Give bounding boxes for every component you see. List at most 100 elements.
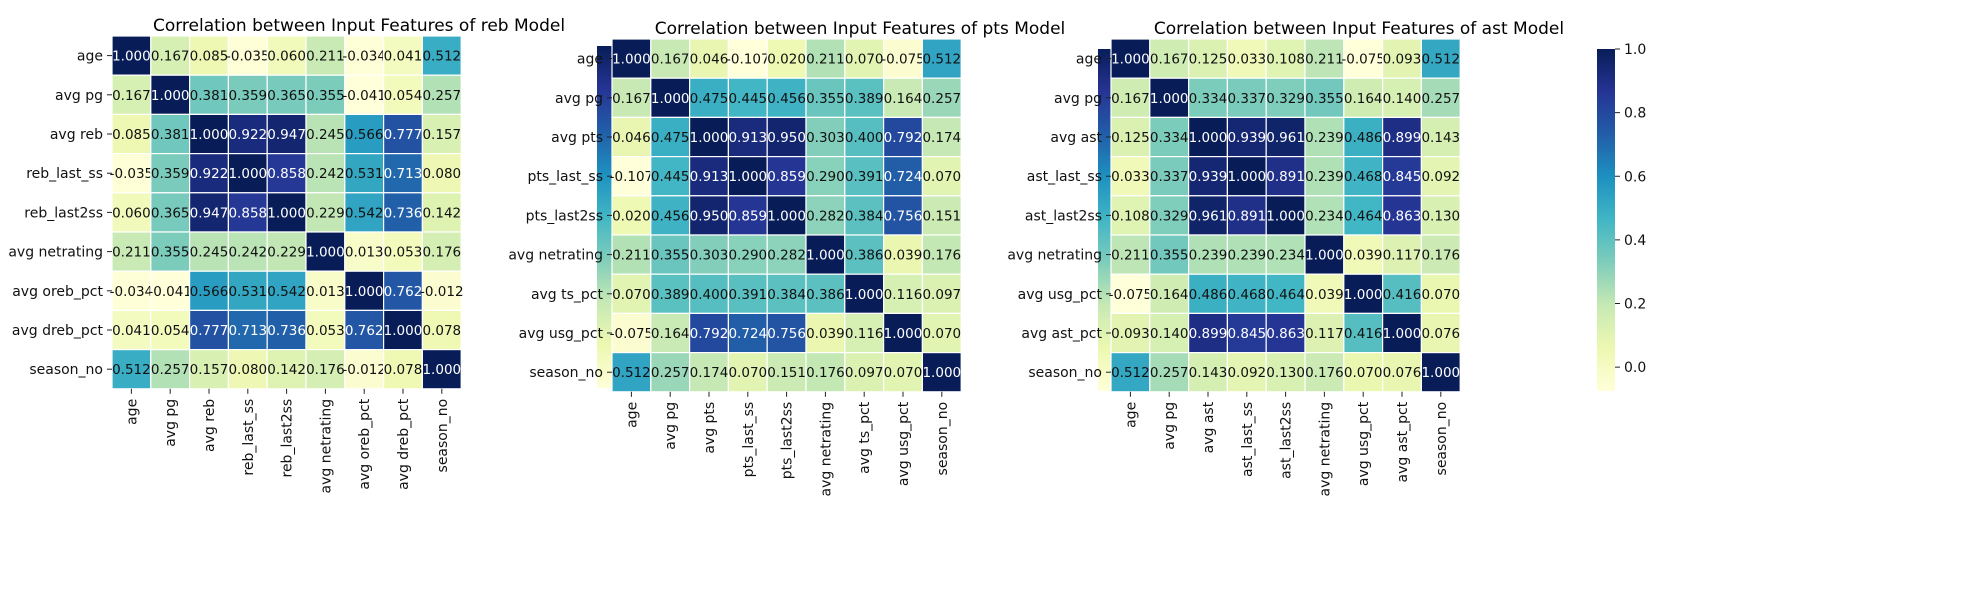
cell-value-label: 0.863: [1266, 326, 1305, 342]
heatmap-cell: [844, 38, 885, 79]
heatmap-cell: [111, 231, 152, 272]
heatmap-cell: [650, 77, 691, 118]
y-tick-label: avg ast: [1050, 130, 1102, 146]
heatmap-cell: [1420, 77, 1461, 118]
heatmap-cell: [266, 153, 307, 194]
cell-value-label: 0.947: [267, 127, 306, 143]
cell-value-label: 0.303: [690, 248, 729, 264]
cell-value-label: 0.108: [1266, 52, 1305, 68]
y-tick-label: season_no: [529, 365, 603, 381]
heatmap-cell: [1420, 234, 1461, 275]
cell-value-label: 1.000: [845, 287, 884, 303]
cell-value-label: 0.116: [845, 326, 884, 342]
cell-value-label: 0.863: [1383, 208, 1422, 224]
heatmap-cell: [727, 38, 768, 79]
cell-value-label: 0.151: [767, 365, 806, 381]
heatmap-cell: [882, 273, 923, 315]
cell-value-label: 1.000: [651, 91, 690, 107]
heatmap-cell: [688, 156, 729, 197]
cell-value-label: 0.239: [1189, 248, 1228, 264]
cell-value-label: 0.891: [1227, 208, 1266, 224]
y-tick-label: reb_last_ss: [26, 166, 103, 182]
cell-value-label: 1.000: [1344, 287, 1383, 303]
cell-value-label: 0.512: [112, 362, 151, 378]
y-tick-label: ast_last_ss: [1027, 169, 1102, 185]
heatmap-cell: [189, 231, 230, 272]
cell-value-label: 0.381: [151, 127, 190, 143]
cell-value-label: 1.000: [267, 205, 306, 221]
cell-value-label: 0.070: [922, 169, 961, 185]
heatmap-cell: [727, 312, 768, 354]
cell-value-label: 0.020: [612, 208, 651, 224]
cell-value-label: 0.143: [1421, 130, 1460, 146]
x-tick-label: age: [124, 399, 140, 425]
cell-value-label: 0.070: [922, 326, 961, 342]
heatmap-cell: [344, 309, 385, 351]
cell-value-label: 0.475: [690, 91, 729, 107]
colorbar: [1597, 49, 1615, 391]
heatmap-cell: [1420, 38, 1461, 79]
cell-value-label: 0.950: [767, 130, 806, 146]
heatmap-cell: [266, 231, 307, 272]
cell-value-label: 0.013: [306, 284, 345, 300]
cell-value-label: 0.845: [1383, 169, 1422, 185]
cell-value-label: 0.211: [1305, 52, 1344, 68]
cell-value-label: 0.097: [845, 365, 884, 381]
cell-value-label: 0.303: [806, 130, 845, 146]
heatmap-cell: [344, 270, 385, 312]
cell-value-label: 0.736: [267, 323, 306, 339]
y-tick-label: avg reb: [50, 127, 103, 143]
heatmap-cell: [688, 77, 729, 118]
heatmap-cell: [650, 234, 691, 275]
cell-value-label: 0.792: [690, 326, 729, 342]
heatmap-cell: [189, 74, 230, 115]
cell-value-label: 0.174: [922, 130, 961, 146]
heatmap-cell: [305, 349, 346, 390]
cell-value-label: 1.000: [228, 166, 267, 182]
cell-value-label: 0.464: [1344, 208, 1383, 224]
heatmap-cell: [266, 35, 307, 76]
cell-value-label: 0.359: [228, 88, 267, 104]
cell-value-label: 0.961: [1266, 130, 1305, 146]
x-tick-label: avg netrating: [818, 402, 834, 497]
heatmap-cell: [421, 309, 462, 351]
heatmap-panel-1: Correlation between Input Features of re…: [8, 16, 646, 493]
heatmap-cell: [1265, 352, 1306, 393]
heatmap-cell: [383, 35, 424, 76]
heatmap-cell: [727, 156, 768, 197]
cell-value-label: 0.542: [345, 205, 384, 221]
cell-value-label: 0.486: [1344, 130, 1383, 146]
cell-value-label: 0.762: [345, 323, 384, 339]
heatmap-cell: [1381, 273, 1422, 315]
cell-value-label: 0.512: [1111, 365, 1150, 381]
heatmap-cell: [150, 35, 191, 76]
cell-value-label: 0.756: [884, 208, 923, 224]
heatmap-cell: [611, 312, 652, 354]
cell-value-label: 0.337: [1227, 91, 1266, 107]
cell-value-label: 0.130: [1421, 208, 1460, 224]
x-tick-label: avg pg: [163, 399, 179, 447]
heatmap-cell: [227, 74, 268, 115]
cell-value-label: 0.070: [1421, 287, 1460, 303]
cell-value-label: 0.167: [151, 49, 190, 65]
cell-value-label: 0.329: [1266, 91, 1305, 107]
heatmap-cell: [805, 352, 846, 393]
heatmap-cell: [844, 352, 885, 393]
cell-value-label: 0.041: [112, 323, 151, 339]
x-tick-label: avg usg_pct: [1356, 401, 1372, 486]
cell-value-label: 1.000: [1266, 208, 1305, 224]
cell-value-label: 0.070: [884, 365, 923, 381]
cell-value-label: 0.054: [151, 323, 190, 339]
cell-value-label: 0.142: [422, 205, 461, 221]
cell-value-label: 0.922: [190, 166, 229, 182]
x-tick-label: ast_last_ss: [1240, 402, 1256, 477]
cell-value-label: 0.282: [806, 208, 845, 224]
cell-value-label: 1.000: [612, 52, 651, 68]
cell-value-label: 0.445: [728, 91, 767, 107]
x-tick-label: avg netrating: [1317, 402, 1333, 497]
heatmap-cell: [305, 270, 346, 312]
heatmap-cell: [383, 74, 424, 115]
y-tick-label: avg usg_pct: [1018, 287, 1103, 303]
cell-value-label: 0.229: [267, 245, 306, 261]
cell-value-label: -0.041: [148, 284, 192, 300]
